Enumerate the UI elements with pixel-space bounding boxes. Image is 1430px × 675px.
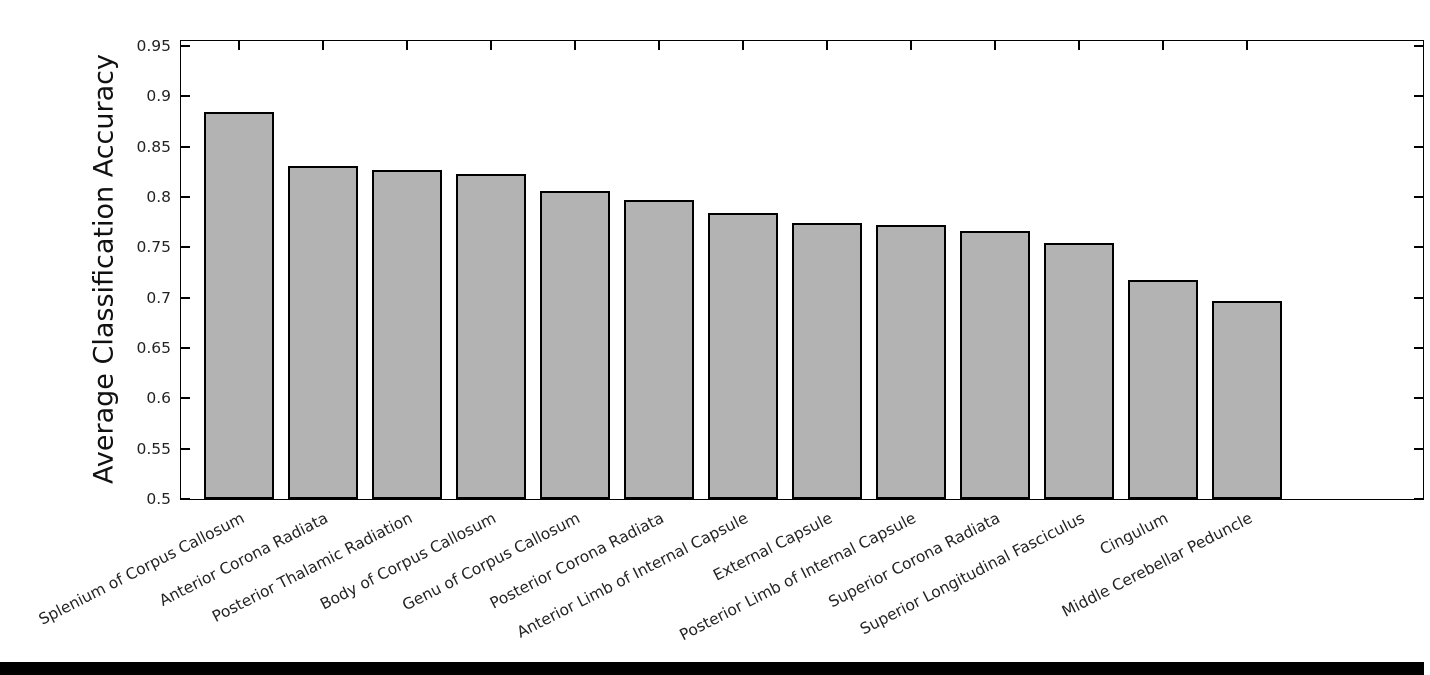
x-tick-mark-top bbox=[406, 41, 408, 50]
x-tick-mark-top bbox=[238, 41, 240, 50]
y-tick-mark-right bbox=[1414, 347, 1423, 349]
y-tick-label: 0.75 bbox=[136, 238, 171, 257]
bar bbox=[960, 231, 1030, 499]
x-tick-label-text: Cingulum bbox=[1097, 509, 1172, 559]
bar bbox=[1044, 243, 1114, 499]
bar bbox=[372, 169, 442, 499]
y-tick-mark-left bbox=[181, 347, 190, 349]
y-tick-mark-left bbox=[181, 196, 190, 199]
y-tick-label: 0.6 bbox=[146, 389, 171, 408]
x-tick-mark-top bbox=[1246, 41, 1248, 50]
x-tick-mark-top bbox=[910, 41, 912, 50]
y-tick-label: 0.85 bbox=[136, 137, 171, 156]
bar bbox=[204, 112, 274, 499]
x-tick-mark-top bbox=[490, 41, 492, 50]
bottom-letterbox-bar bbox=[0, 662, 1424, 675]
y-tick-mark-left bbox=[181, 246, 190, 249]
y-tick-label: 0.95 bbox=[136, 37, 171, 56]
y-tick-label: 0.7 bbox=[146, 288, 171, 307]
y-tick-mark-left bbox=[181, 498, 190, 500]
y-tick-mark-right bbox=[1414, 397, 1423, 400]
y-tick-label: 0.55 bbox=[136, 439, 171, 458]
y-tick-mark-right bbox=[1414, 246, 1423, 249]
x-tick-mark-top bbox=[826, 41, 828, 50]
bar bbox=[288, 165, 358, 499]
y-tick-label: 0.9 bbox=[146, 87, 171, 106]
plot-area: Splenium of Corpus Callosum Anterior Coro… bbox=[36, 37, 1424, 644]
y-tick-mark-right bbox=[1414, 196, 1423, 199]
x-tick-mark-top bbox=[574, 41, 576, 50]
y-tick-mark-left bbox=[181, 95, 190, 98]
y-tick-mark-left bbox=[181, 296, 190, 299]
x-tick-mark-top bbox=[742, 41, 744, 50]
y-tick-mark-left bbox=[181, 447, 190, 450]
y-tick-mark-right bbox=[1414, 447, 1423, 450]
bar bbox=[1128, 279, 1198, 499]
x-tick-mark-top bbox=[994, 41, 996, 50]
bar bbox=[540, 190, 610, 499]
y-tick-mark-right bbox=[1414, 145, 1423, 148]
y-tick-mark-left bbox=[181, 145, 190, 148]
y-tick-mark-right bbox=[1414, 95, 1423, 98]
bar bbox=[624, 200, 694, 499]
y-tick-label: 0.8 bbox=[146, 188, 171, 207]
bar bbox=[456, 173, 526, 499]
bar bbox=[792, 223, 862, 499]
bar bbox=[1212, 300, 1282, 499]
y-axis-label: Average Classification Accuracy bbox=[88, 54, 120, 484]
y-tick-label: 0.5 bbox=[146, 490, 171, 508]
x-tick-mark-top bbox=[322, 41, 324, 50]
bar bbox=[708, 213, 778, 499]
x-tick-mark-top bbox=[658, 41, 660, 50]
y-tick-mark-left bbox=[181, 45, 190, 48]
y-tick-mark-right bbox=[1414, 296, 1423, 299]
bar bbox=[876, 225, 946, 499]
y-tick-mark-right bbox=[1414, 498, 1423, 500]
y-tick-label: 0.65 bbox=[136, 339, 171, 357]
y-tick-mark-right bbox=[1414, 45, 1423, 48]
y-tick-mark-left bbox=[181, 397, 190, 400]
x-tick-mark-top bbox=[1162, 41, 1164, 50]
x-tick-mark-top bbox=[1078, 41, 1080, 50]
